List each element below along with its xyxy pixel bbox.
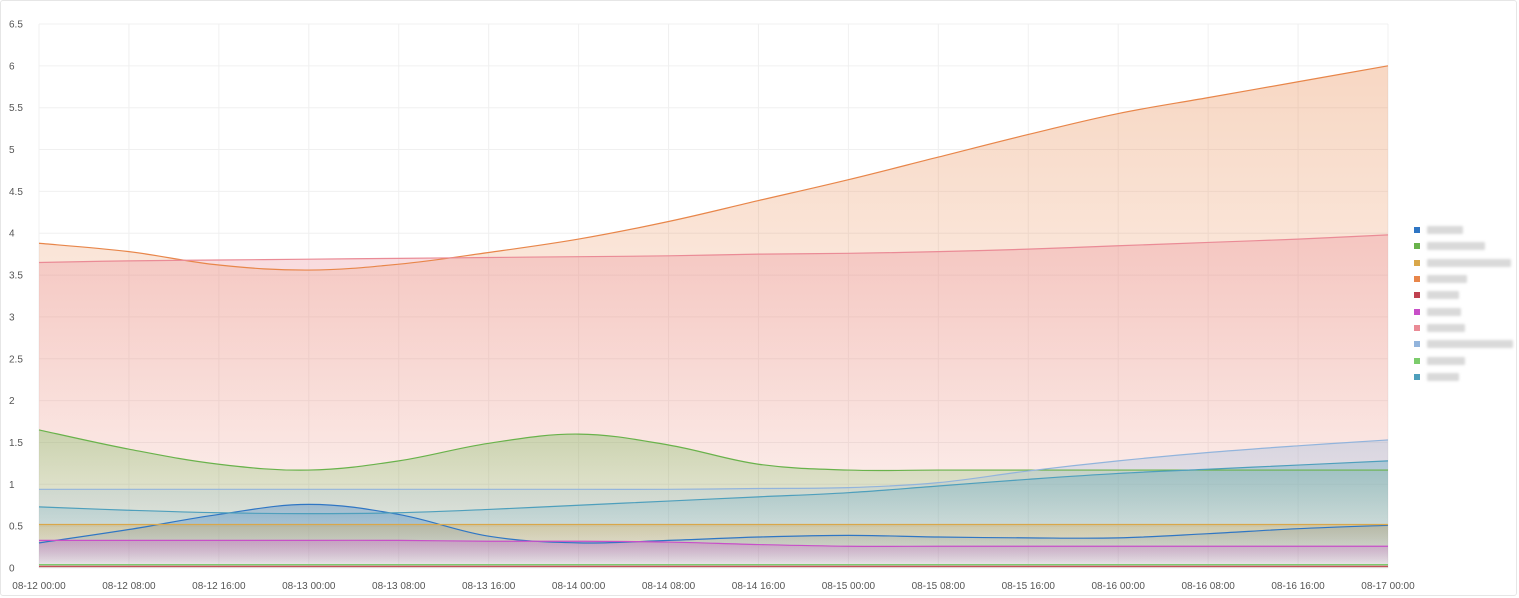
- y-tick-label: 0.5: [9, 522, 23, 533]
- legend-swatch: [1414, 324, 1420, 331]
- series-area-6: [39, 540, 1388, 568]
- x-tick-label: 08-14 00:00: [552, 581, 606, 592]
- x-tick-label: 08-12 16:00: [192, 581, 246, 592]
- y-tick-label: 5: [9, 145, 15, 156]
- x-tick-label: 08-15 00:00: [822, 581, 876, 592]
- x-tick-label: 08-17 00:00: [1361, 581, 1415, 592]
- y-tick-label: 4: [9, 229, 15, 240]
- series-line-10[interactable]: [38, 460, 1389, 515]
- y-tick-label: 2.5: [9, 354, 23, 365]
- y-tick-label: 0: [9, 564, 15, 575]
- x-tick-label: 08-12 08:00: [102, 581, 156, 592]
- y-tick-label: 5.5: [9, 103, 23, 114]
- legend-swatch: [1414, 227, 1420, 234]
- legend-label-redacted: [1427, 275, 1467, 284]
- y-tick-label: 6: [9, 61, 15, 72]
- legend-swatch: [1414, 373, 1420, 380]
- x-tick-label: 08-13 08:00: [372, 581, 426, 592]
- x-axis-ticks: 08-12 00:00 08-12 08:00 08-12 16:00 08-13 0…: [12, 581, 1415, 592]
- legend-item[interactable]: [1414, 255, 1518, 271]
- x-tick-label: 08-15 16:00: [1002, 581, 1056, 592]
- y-tick-label: 4.5: [9, 187, 23, 198]
- series-line-4[interactable]: [38, 65, 1389, 271]
- legend-swatch: [1414, 259, 1420, 266]
- legend-label-redacted: [1427, 356, 1465, 365]
- series-line-8[interactable]: [39, 439, 1389, 490]
- legend-label-redacted: [1427, 291, 1459, 300]
- series-lines: [38, 65, 1389, 567]
- legend-swatch: [1414, 292, 1420, 299]
- legend-label-redacted: [1427, 323, 1465, 332]
- legend-swatch: [1414, 341, 1420, 348]
- x-tick-label: 08-15 08:00: [912, 581, 966, 592]
- legend-label-redacted: [1427, 242, 1485, 251]
- x-tick-label: 08-12 00:00: [12, 581, 66, 592]
- legend-swatch: [1414, 276, 1420, 283]
- legend-label-redacted: [1427, 307, 1461, 316]
- y-tick-label: 3: [9, 312, 15, 323]
- y-tick-label: 1: [9, 480, 15, 491]
- legend-item[interactable]: [1414, 369, 1518, 385]
- y-tick-label: 6.5: [9, 20, 23, 31]
- series-line-2[interactable]: [38, 429, 1388, 472]
- legend-item[interactable]: [1414, 287, 1518, 303]
- legend: [1414, 222, 1518, 385]
- legend-item[interactable]: [1414, 303, 1518, 319]
- series-line-7[interactable]: [38, 234, 1389, 264]
- legend-label-redacted: [1427, 340, 1513, 349]
- legend-label-redacted: [1427, 226, 1463, 235]
- legend-item[interactable]: [1414, 320, 1518, 336]
- x-tick-label: 08-14 08:00: [642, 581, 696, 592]
- legend-item[interactable]: [1414, 238, 1518, 254]
- legend-swatch: [1414, 243, 1420, 250]
- series-line-1[interactable]: [38, 503, 1389, 544]
- x-tick-label: 08-13 00:00: [282, 581, 336, 592]
- x-tick-label: 08-16 08:00: [1181, 581, 1235, 592]
- y-tick-label: 2: [9, 396, 15, 407]
- x-tick-label: 08-16 00:00: [1092, 581, 1146, 592]
- y-tick-label: 1.5: [9, 438, 23, 449]
- x-tick-label: 08-14 16:00: [732, 581, 786, 592]
- x-tick-label: 08-16 16:00: [1271, 581, 1325, 592]
- legend-item[interactable]: [1414, 271, 1518, 287]
- y-tick-label: 3.5: [9, 271, 23, 282]
- legend-label-redacted: [1427, 258, 1511, 267]
- legend-item[interactable]: [1414, 336, 1518, 352]
- area-fills: [39, 65, 1388, 569]
- legend-swatch: [1414, 308, 1420, 315]
- y-axis-ticks: 0 0.5 1 1.5 2 2.5 3 3.5 4 4.5 5 5.5 6 6.5: [9, 20, 23, 575]
- legend-label-redacted: [1427, 372, 1459, 381]
- legend-item[interactable]: [1414, 352, 1518, 368]
- legend-swatch: [1414, 357, 1420, 364]
- legend-item[interactable]: [1414, 222, 1518, 238]
- series-line-6[interactable]: [38, 539, 1388, 547]
- x-tick-label: 08-13 16:00: [462, 581, 516, 592]
